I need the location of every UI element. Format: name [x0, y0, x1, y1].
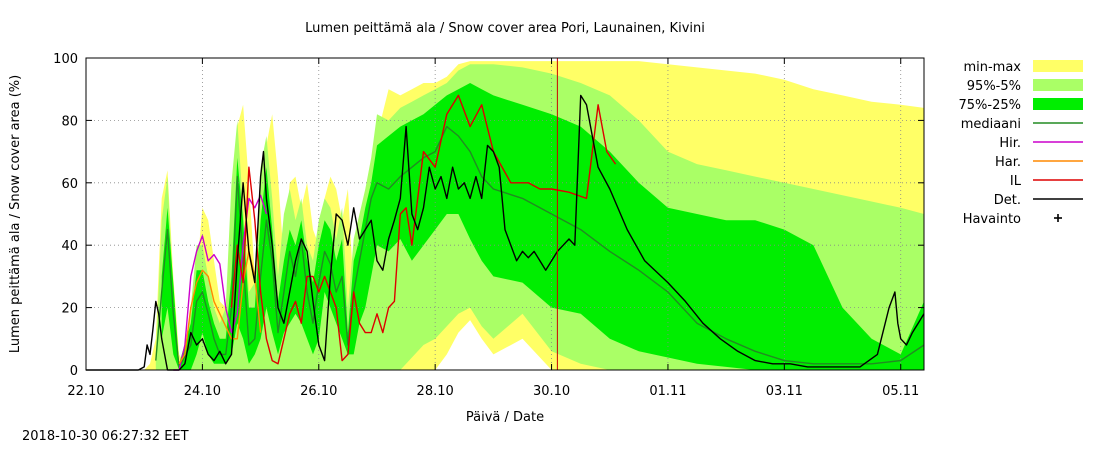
legend-label: Har. — [995, 155, 1021, 170]
legend-item: Hir. — [999, 136, 1083, 151]
series-det — [86, 94, 925, 371]
y-tick-label: 40 — [61, 239, 78, 254]
x-tick-label: 26.10 — [300, 384, 337, 399]
timestamp: 2018-10-30 06:27:32 EET — [22, 429, 189, 444]
tick-layer: 22.10 24.10 26.10 28.10 30.10 01.11 03.11 05.11… — [53, 52, 924, 399]
x-axis-label: Päivä / Date — [466, 410, 544, 425]
legend-item: min-max — [963, 60, 1083, 75]
grid-layer — [86, 58, 924, 370]
x-tick-label: 24.10 — [184, 384, 221, 399]
series-hir — [173, 194, 268, 371]
x-tick-label: 01.11 — [649, 384, 686, 399]
legend-item: Det. — [994, 193, 1083, 208]
y-tick-label: 20 — [61, 302, 78, 317]
legend-label: IL — [1010, 174, 1022, 189]
x-tick-label: 03.11 — [766, 384, 803, 399]
band-layer — [138, 61, 925, 370]
legend-item: Havainto — [963, 212, 1062, 227]
x-tick-label: 30.10 — [533, 384, 570, 399]
y-tick-label: 100 — [53, 52, 78, 67]
legend-label: 75%-25% — [959, 98, 1021, 113]
legend-item: 75%-25% — [959, 98, 1083, 113]
legend-item: IL — [1010, 174, 1083, 189]
plot-frame — [85, 57, 925, 371]
legend-item: 95%-5% — [967, 79, 1083, 94]
legend-item: mediaani — [961, 117, 1083, 132]
y-tick-label: 80 — [61, 114, 78, 129]
legend-label: Havainto — [963, 212, 1021, 227]
legend-label: min-max — [963, 60, 1021, 75]
chart-title: Lumen peittämä ala / Snow cover area Por… — [305, 21, 705, 36]
legend-label: 95%-5% — [967, 79, 1021, 94]
x-tick-label: 22.10 — [67, 384, 104, 399]
legend: min-max 95%-5% 75%-25% mediaani Hir. Har. IL De… — [959, 60, 1083, 227]
legend-label: Hir. — [999, 136, 1021, 151]
y-axis-label: Lumen peittämä ala / Snow cover area (%) — [8, 75, 23, 353]
band-p75 — [161, 83, 924, 370]
legend-label: Det. — [994, 193, 1021, 208]
legend-swatch — [1033, 79, 1083, 91]
legend-swatch — [1033, 60, 1083, 72]
series-layer — [86, 58, 925, 371]
x-tick-label: 05.11 — [882, 384, 919, 399]
legend-label: mediaani — [961, 117, 1021, 132]
series-har — [178, 250, 262, 365]
y-tick-label: 0 — [70, 364, 78, 379]
series-il — [230, 94, 617, 365]
legend-swatch — [1033, 98, 1083, 110]
legend-item: Har. — [995, 155, 1083, 170]
y-tick-label: 60 — [61, 177, 78, 192]
x-tick-label: 28.10 — [417, 384, 454, 399]
